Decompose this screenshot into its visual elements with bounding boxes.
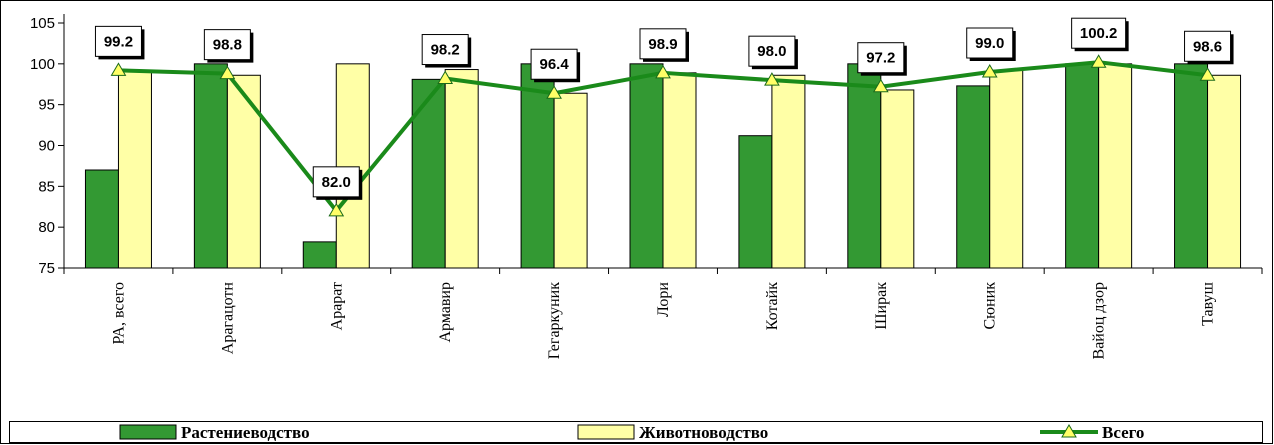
x-tick-label: Армавир <box>437 282 454 343</box>
y-tick-label: 95 <box>38 97 55 114</box>
x-tick-label: Арагацотн <box>219 282 236 355</box>
bar-zhivotnovodstvo <box>1207 74 1242 269</box>
x-tick-label: Ширак <box>873 282 890 330</box>
bar-zhivotnovodstvo <box>989 69 1024 269</box>
bar-zhivotnovodstvo <box>662 72 697 269</box>
marker-vsego <box>872 78 889 93</box>
data-label-box <box>312 166 360 198</box>
data-label: 98.0 <box>757 43 786 60</box>
data-label-box <box>94 25 142 57</box>
x-tick-label: Лори <box>655 282 672 317</box>
x-tick-label: Котайк <box>764 282 781 331</box>
plot-area: 75 80 85 90 95 100 105 РА, всего Арагацотн Арарат… <box>30 14 1263 359</box>
bar-rastenievodstvo <box>193 63 228 269</box>
legend-swatch-rastenievodstvo <box>119 424 177 440</box>
x-tick-label: Вайоц дзор <box>1091 282 1108 359</box>
y-tick-label: 75 <box>38 260 55 277</box>
bar-zhivotnovodstvo <box>226 74 261 269</box>
legend: Растениеводство Животноводство Всего <box>119 423 1144 442</box>
y-tick-label: 105 <box>30 15 55 32</box>
data-label-box <box>1184 30 1232 62</box>
x-tick-label: Гегаркуник <box>546 282 563 359</box>
data-label: 96.4 <box>539 56 569 73</box>
data-label: 99.2 <box>104 33 133 50</box>
bar-zhivotnovodstvo <box>335 63 370 269</box>
marker-vsego <box>328 202 345 217</box>
bar-rastenievodstvo <box>956 85 991 269</box>
x-tick-label: Тавуш <box>1200 281 1217 325</box>
x-tick-label: РА, всего <box>110 282 127 344</box>
marker-vsego <box>1199 67 1216 81</box>
data-label-box <box>857 42 905 74</box>
bar-rastenievodstvo <box>847 63 882 269</box>
bar-rastenievodstvo <box>411 78 446 269</box>
marker-vsego <box>110 62 127 76</box>
data-label-box <box>1071 17 1127 49</box>
data-label: 98.8 <box>213 37 242 54</box>
data-label-box <box>748 35 796 67</box>
y-tick-label: 80 <box>38 219 55 236</box>
marker-vsego <box>655 64 671 79</box>
bar-zhivotnovodstvo <box>1098 63 1133 269</box>
bar-rastenievodstvo <box>738 135 773 269</box>
data-label-box <box>203 29 251 61</box>
data-label: 98.9 <box>648 36 677 53</box>
data-label: 82.0 <box>322 174 351 191</box>
data-label-box <box>530 48 578 80</box>
marker-vsego <box>546 85 562 99</box>
bar-rastenievodstvo <box>84 169 119 269</box>
legend-swatch-zhivotnovodstvo <box>577 424 635 440</box>
y-tick-label: 85 <box>38 178 55 195</box>
y-tick-label: 100 <box>30 56 55 73</box>
bar-zhivotnovodstvo <box>444 69 479 269</box>
bar-rastenievodstvo <box>302 241 337 269</box>
bar-zhivotnovodstvo <box>553 92 588 269</box>
data-label-box <box>639 28 687 60</box>
bar-zhivotnovodstvo <box>880 89 915 269</box>
marker-vsego <box>981 64 998 78</box>
legend-marker-vsego <box>1061 424 1077 438</box>
bar-zhivotnovodstvo <box>117 69 152 269</box>
data-label-box <box>421 34 469 66</box>
data-label: 98.6 <box>1193 38 1222 55</box>
bar-rastenievodstvo <box>629 63 664 269</box>
marker-vsego <box>437 70 454 85</box>
legend-box <box>9 421 1263 443</box>
x-tick-label: Сюник <box>982 282 999 330</box>
legend-label-vsego: Всего <box>1102 423 1144 442</box>
data-label: 99.0 <box>975 35 1004 52</box>
marker-vsego <box>219 65 236 80</box>
data-label: 100.2 <box>1080 25 1118 42</box>
marker-vsego <box>1090 54 1107 68</box>
bar-rastenievodstvo <box>1174 63 1209 269</box>
data-label: 98.2 <box>431 42 460 59</box>
data-label-box <box>966 27 1014 59</box>
bar-zhivotnovodstvo <box>771 74 806 269</box>
legend-label-zhivotnovodstvo: Животноводство <box>639 423 768 442</box>
x-tick-label: Арарат <box>328 282 345 330</box>
y-tick-label: 90 <box>38 138 55 155</box>
data-label: 97.2 <box>866 50 895 67</box>
bar-rastenievodstvo <box>1065 63 1100 269</box>
legend-label-rastenievodstvo: Растениеводство <box>181 423 310 442</box>
marker-vsego <box>764 72 780 86</box>
